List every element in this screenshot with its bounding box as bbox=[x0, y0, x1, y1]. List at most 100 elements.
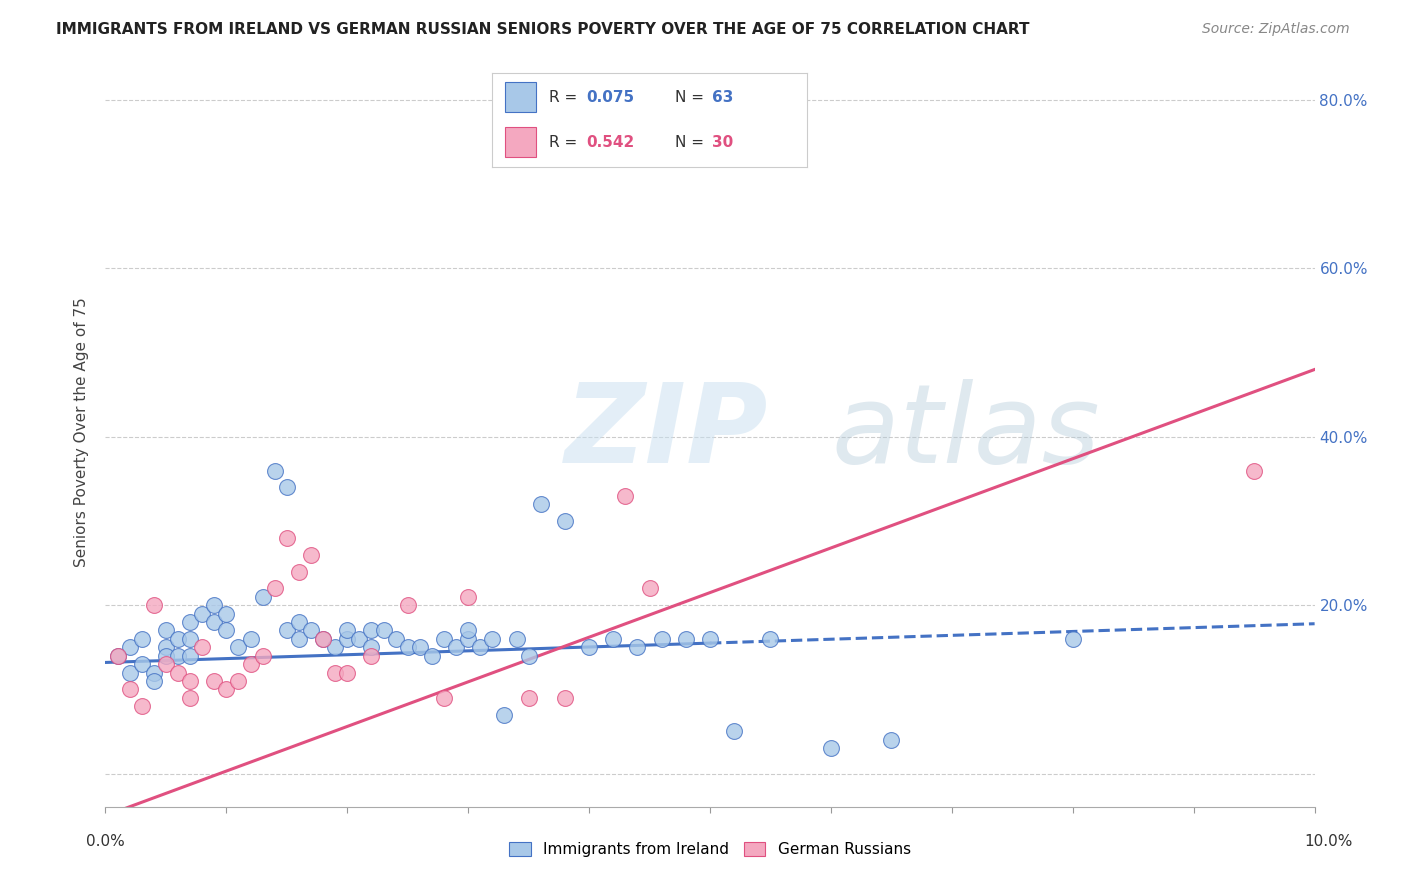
Point bbox=[107, 648, 129, 663]
Point bbox=[820, 741, 842, 756]
Point bbox=[131, 657, 153, 672]
Point bbox=[155, 640, 177, 655]
Point bbox=[215, 607, 238, 621]
Point bbox=[554, 514, 576, 528]
Point bbox=[118, 640, 141, 655]
Point bbox=[142, 665, 165, 680]
Point bbox=[142, 673, 165, 688]
Point bbox=[299, 624, 322, 638]
Point bbox=[1243, 463, 1265, 477]
Point bbox=[202, 673, 225, 688]
Point bbox=[651, 632, 673, 646]
Text: atlas: atlas bbox=[831, 379, 1099, 486]
Text: IMMIGRANTS FROM IRELAND VS GERMAN RUSSIAN SENIORS POVERTY OVER THE AGE OF 75 COR: IMMIGRANTS FROM IRELAND VS GERMAN RUSSIA… bbox=[56, 22, 1029, 37]
Point bbox=[263, 463, 285, 477]
Point bbox=[155, 624, 177, 638]
Point bbox=[118, 665, 141, 680]
Point bbox=[191, 607, 214, 621]
Point bbox=[155, 648, 177, 663]
Point bbox=[167, 665, 190, 680]
Point bbox=[299, 548, 322, 562]
Point bbox=[252, 648, 274, 663]
Point bbox=[675, 632, 697, 646]
Point bbox=[202, 615, 225, 629]
Point bbox=[457, 632, 479, 646]
Point bbox=[638, 582, 661, 596]
Point bbox=[179, 673, 201, 688]
Point bbox=[373, 624, 395, 638]
Point bbox=[131, 699, 153, 714]
Point bbox=[179, 648, 201, 663]
Point bbox=[614, 489, 637, 503]
Point bbox=[360, 640, 382, 655]
Point bbox=[723, 724, 745, 739]
Point bbox=[554, 690, 576, 705]
Point bbox=[530, 497, 553, 511]
Text: 0.0%: 0.0% bbox=[86, 834, 125, 848]
Point bbox=[179, 632, 201, 646]
Point bbox=[336, 665, 359, 680]
Point bbox=[457, 590, 479, 604]
Point bbox=[470, 640, 492, 655]
Point bbox=[759, 632, 782, 646]
Point bbox=[228, 640, 250, 655]
Point bbox=[323, 640, 346, 655]
Text: 10.0%: 10.0% bbox=[1305, 834, 1353, 848]
Point bbox=[107, 648, 129, 663]
Point bbox=[699, 632, 721, 646]
Point bbox=[336, 632, 359, 646]
Point bbox=[457, 624, 479, 638]
Legend: Immigrants from Ireland, German Russians: Immigrants from Ireland, German Russians bbox=[503, 836, 917, 863]
Point bbox=[602, 632, 624, 646]
Point bbox=[239, 632, 262, 646]
Point bbox=[288, 565, 311, 579]
Point bbox=[131, 632, 153, 646]
Point bbox=[517, 690, 540, 705]
Point bbox=[349, 632, 371, 646]
Point bbox=[215, 682, 238, 697]
Point bbox=[179, 690, 201, 705]
Point bbox=[626, 640, 648, 655]
Point bbox=[179, 615, 201, 629]
Point bbox=[288, 615, 311, 629]
Point bbox=[288, 632, 311, 646]
Point bbox=[494, 707, 516, 722]
Point bbox=[202, 598, 225, 612]
Point bbox=[252, 590, 274, 604]
Point bbox=[215, 624, 238, 638]
Point bbox=[167, 648, 190, 663]
Point bbox=[336, 624, 359, 638]
Point bbox=[360, 624, 382, 638]
Point bbox=[433, 690, 456, 705]
Y-axis label: Seniors Poverty Over the Age of 75: Seniors Poverty Over the Age of 75 bbox=[75, 298, 90, 567]
Text: ZIP: ZIP bbox=[565, 379, 769, 486]
Point bbox=[396, 598, 419, 612]
Point bbox=[155, 657, 177, 672]
Point bbox=[505, 632, 527, 646]
Point bbox=[239, 657, 262, 672]
Point bbox=[433, 632, 456, 646]
Point bbox=[396, 640, 419, 655]
Point bbox=[276, 624, 298, 638]
Point bbox=[1062, 632, 1084, 646]
Point bbox=[384, 632, 406, 646]
Point bbox=[409, 640, 432, 655]
Point bbox=[517, 648, 540, 663]
Text: Source: ZipAtlas.com: Source: ZipAtlas.com bbox=[1202, 22, 1350, 37]
Point bbox=[142, 598, 165, 612]
Point bbox=[312, 632, 335, 646]
Point bbox=[276, 480, 298, 494]
Point bbox=[118, 682, 141, 697]
Point bbox=[263, 582, 285, 596]
Point bbox=[578, 640, 600, 655]
Point bbox=[420, 648, 443, 663]
Point bbox=[481, 632, 503, 646]
Point bbox=[360, 648, 382, 663]
Point bbox=[323, 665, 346, 680]
Point bbox=[276, 531, 298, 545]
Point bbox=[167, 632, 190, 646]
Point bbox=[312, 632, 335, 646]
Point bbox=[191, 640, 214, 655]
Point bbox=[444, 640, 467, 655]
Point bbox=[880, 732, 903, 747]
